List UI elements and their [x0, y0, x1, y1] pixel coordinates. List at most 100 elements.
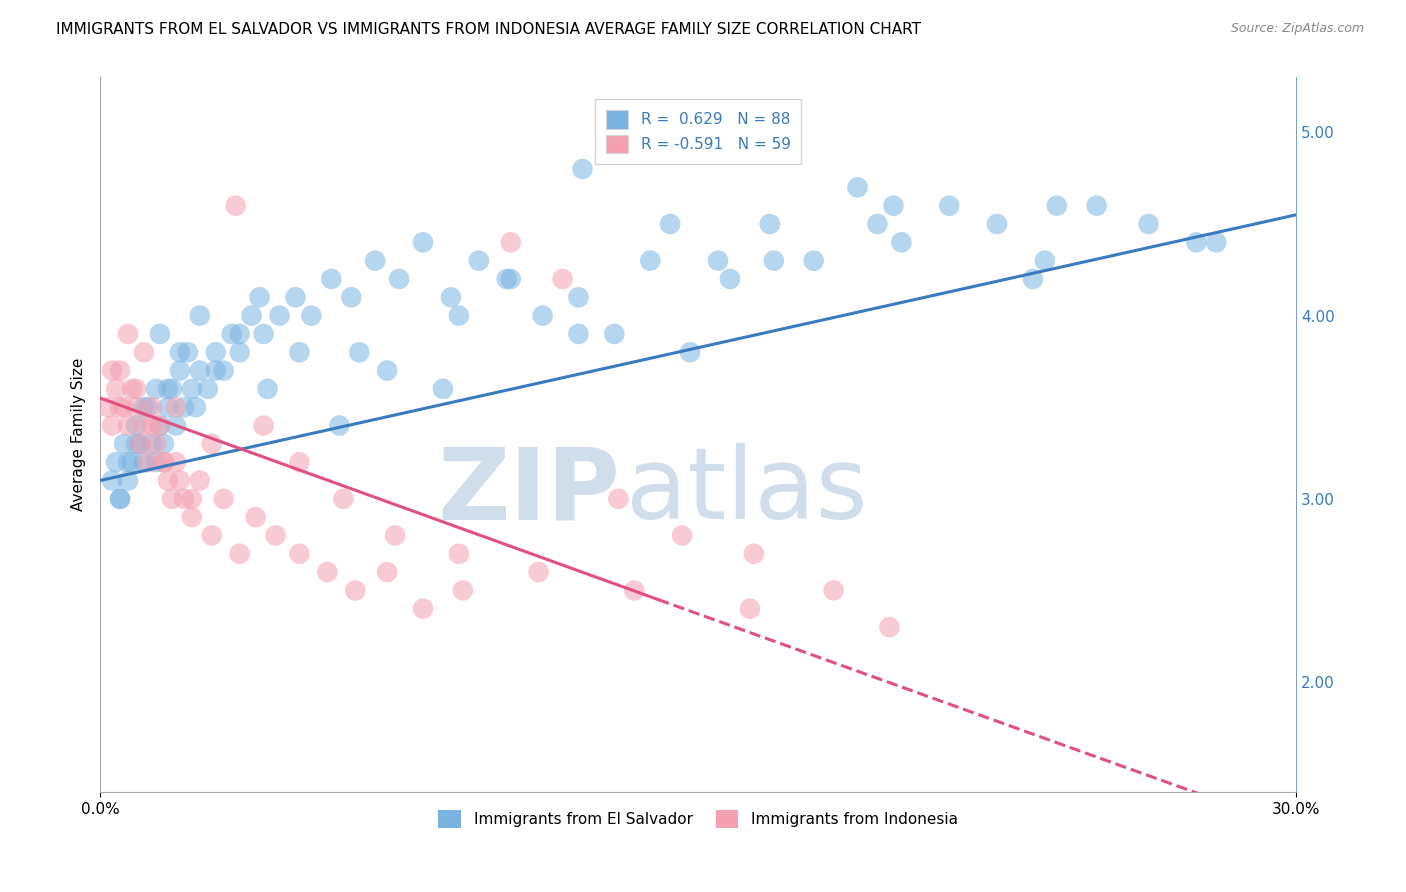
- Point: [823, 583, 845, 598]
- Point: [108, 491, 131, 506]
- Point: [117, 474, 139, 488]
- Point: [264, 528, 287, 542]
- Point: [221, 326, 243, 341]
- Point: [332, 491, 354, 506]
- Point: [169, 363, 191, 377]
- Point: [112, 401, 135, 415]
- Point: [141, 418, 163, 433]
- Point: [180, 510, 202, 524]
- Point: [153, 455, 176, 469]
- Point: [551, 272, 574, 286]
- Point: [738, 601, 761, 615]
- Point: [718, 272, 741, 286]
- Point: [1046, 199, 1069, 213]
- Point: [129, 437, 152, 451]
- Point: [156, 401, 179, 415]
- Point: [149, 418, 172, 433]
- Point: [145, 437, 167, 451]
- Point: [121, 382, 143, 396]
- Point: [212, 491, 235, 506]
- Point: [659, 217, 682, 231]
- Point: [882, 199, 904, 213]
- Point: [145, 455, 167, 469]
- Point: [846, 180, 869, 194]
- Point: [252, 326, 274, 341]
- Point: [495, 272, 517, 286]
- Point: [284, 290, 307, 304]
- Point: [160, 382, 183, 396]
- Point: [169, 474, 191, 488]
- Point: [160, 491, 183, 506]
- Point: [204, 363, 226, 377]
- Point: [132, 418, 155, 433]
- Point: [638, 253, 661, 268]
- Point: [1185, 235, 1208, 250]
- Point: [321, 272, 343, 286]
- Point: [136, 401, 159, 415]
- Point: [299, 309, 322, 323]
- Point: [447, 547, 470, 561]
- Point: [412, 235, 434, 250]
- Point: [108, 491, 131, 506]
- Point: [803, 253, 825, 268]
- Point: [101, 363, 124, 377]
- Point: [165, 455, 187, 469]
- Point: [245, 510, 267, 524]
- Point: [375, 363, 398, 377]
- Point: [228, 326, 250, 341]
- Point: [117, 455, 139, 469]
- Point: [145, 382, 167, 396]
- Point: [252, 418, 274, 433]
- Point: [567, 326, 589, 341]
- Point: [567, 290, 589, 304]
- Point: [447, 309, 470, 323]
- Point: [132, 345, 155, 359]
- Point: [623, 583, 645, 598]
- Point: [201, 437, 224, 451]
- Point: [197, 382, 219, 396]
- Text: Source: ZipAtlas.com: Source: ZipAtlas.com: [1230, 22, 1364, 36]
- Point: [153, 455, 176, 469]
- Point: [132, 455, 155, 469]
- Point: [451, 583, 474, 598]
- Point: [169, 345, 191, 359]
- Point: [125, 401, 148, 415]
- Point: [165, 401, 187, 415]
- Point: [156, 382, 179, 396]
- Point: [101, 474, 124, 488]
- Point: [288, 455, 311, 469]
- Point: [384, 528, 406, 542]
- Point: [121, 455, 143, 469]
- Text: atlas: atlas: [626, 443, 868, 541]
- Point: [879, 620, 901, 634]
- Point: [866, 217, 889, 231]
- Point: [742, 547, 765, 561]
- Point: [125, 437, 148, 451]
- Point: [184, 401, 207, 415]
- Point: [188, 363, 211, 377]
- Point: [240, 309, 263, 323]
- Point: [288, 547, 311, 561]
- Point: [188, 474, 211, 488]
- Point: [349, 345, 371, 359]
- Point: [173, 401, 195, 415]
- Point: [97, 401, 120, 415]
- Point: [1085, 199, 1108, 213]
- Point: [375, 565, 398, 579]
- Point: [180, 491, 202, 506]
- Point: [201, 528, 224, 542]
- Point: [165, 418, 187, 433]
- Point: [328, 418, 350, 433]
- Point: [228, 547, 250, 561]
- Point: [149, 418, 172, 433]
- Point: [125, 382, 148, 396]
- Point: [759, 217, 782, 231]
- Point: [112, 437, 135, 451]
- Point: [938, 199, 960, 213]
- Text: IMMIGRANTS FROM EL SALVADOR VS IMMIGRANTS FROM INDONESIA AVERAGE FAMILY SIZE COR: IMMIGRANTS FROM EL SALVADOR VS IMMIGRANT…: [56, 22, 921, 37]
- Point: [1205, 235, 1227, 250]
- Point: [388, 272, 411, 286]
- Point: [153, 437, 176, 451]
- Point: [156, 474, 179, 488]
- Point: [571, 162, 593, 177]
